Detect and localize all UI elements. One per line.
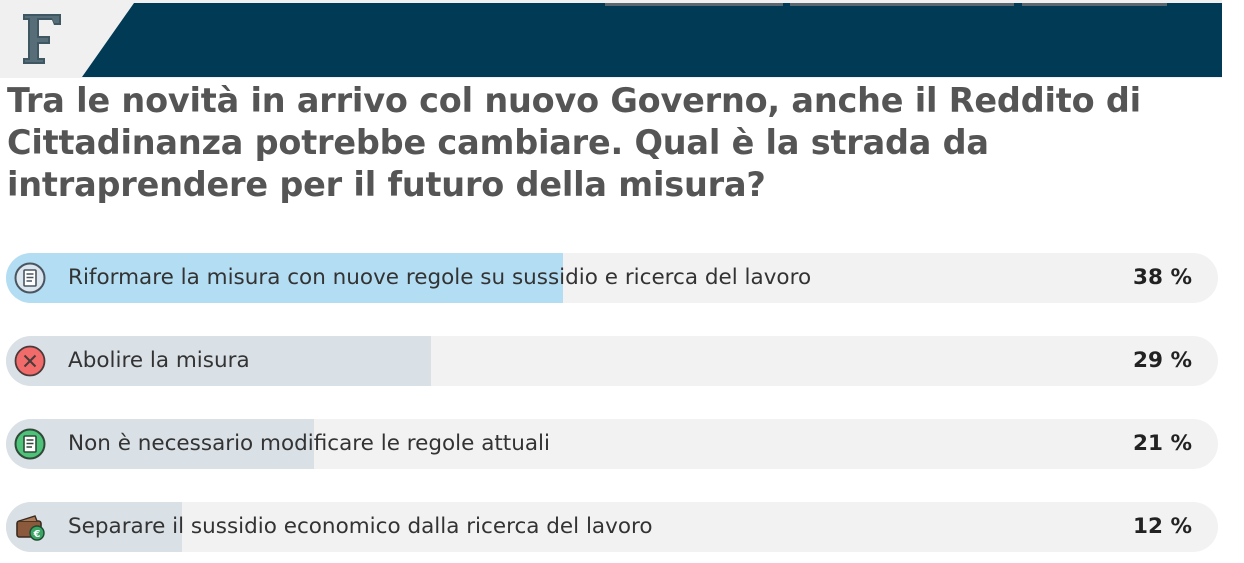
- option-percent: 21 %: [1133, 431, 1192, 456]
- wallet-euro-icon: €: [14, 511, 46, 543]
- poll-option[interactable]: Non è necessario modificare le regole at…: [6, 419, 1218, 469]
- option-label: Separare il sussidio economico dalla ric…: [68, 514, 653, 539]
- header-nav-line: [1022, 3, 1167, 6]
- document-icon: [14, 262, 46, 294]
- poll-option[interactable]: Riformare la misura con nuove regole su …: [6, 253, 1218, 303]
- x-circle-icon: [14, 345, 46, 377]
- result-fill: [6, 336, 432, 386]
- site-header: [0, 0, 1222, 78]
- option-label: Non è necessario modificare le regole at…: [68, 431, 550, 456]
- svg-text:€: €: [33, 529, 41, 540]
- logo-mark: [23, 14, 61, 64]
- option-label: Riformare la misura con nuove regole su …: [68, 265, 812, 290]
- option-percent: 12 %: [1133, 514, 1192, 539]
- option-label: Abolire la misura: [68, 348, 250, 373]
- site-logo[interactable]: [21, 8, 65, 66]
- header-nav-line: [605, 3, 783, 6]
- header-band: [82, 3, 1222, 77]
- option-percent: 38 %: [1133, 265, 1192, 290]
- poll-question: Tra le novità in arrivo col nuovo Govern…: [7, 81, 1141, 204]
- poll-option[interactable]: Abolire la misura 29 %: [6, 336, 1218, 386]
- result-fill: [6, 419, 314, 469]
- document-icon: [14, 428, 46, 460]
- header-nav-line: [790, 3, 1014, 6]
- option-percent: 29 %: [1133, 348, 1192, 373]
- poll-option[interactable]: € Separare il sussidio economico dalla r…: [6, 502, 1218, 552]
- result-fill: [6, 253, 564, 303]
